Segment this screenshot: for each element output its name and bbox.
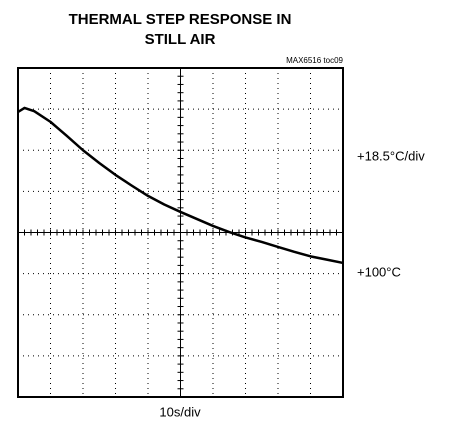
figure-code: MAX6516 toc09: [286, 56, 343, 65]
response-curve: [17, 106, 344, 265]
chart-title: STILL AIR: [145, 31, 216, 48]
graticule: [18, 68, 343, 397]
plot-frame: [17, 67, 344, 398]
x-axis-label: 10s/div: [159, 404, 201, 419]
y-scale-label: +18.5°C/div: [357, 148, 425, 163]
offset-label: +100°C: [357, 264, 401, 279]
chart-title: THERMAL STEP RESPONSE IN: [69, 11, 292, 28]
